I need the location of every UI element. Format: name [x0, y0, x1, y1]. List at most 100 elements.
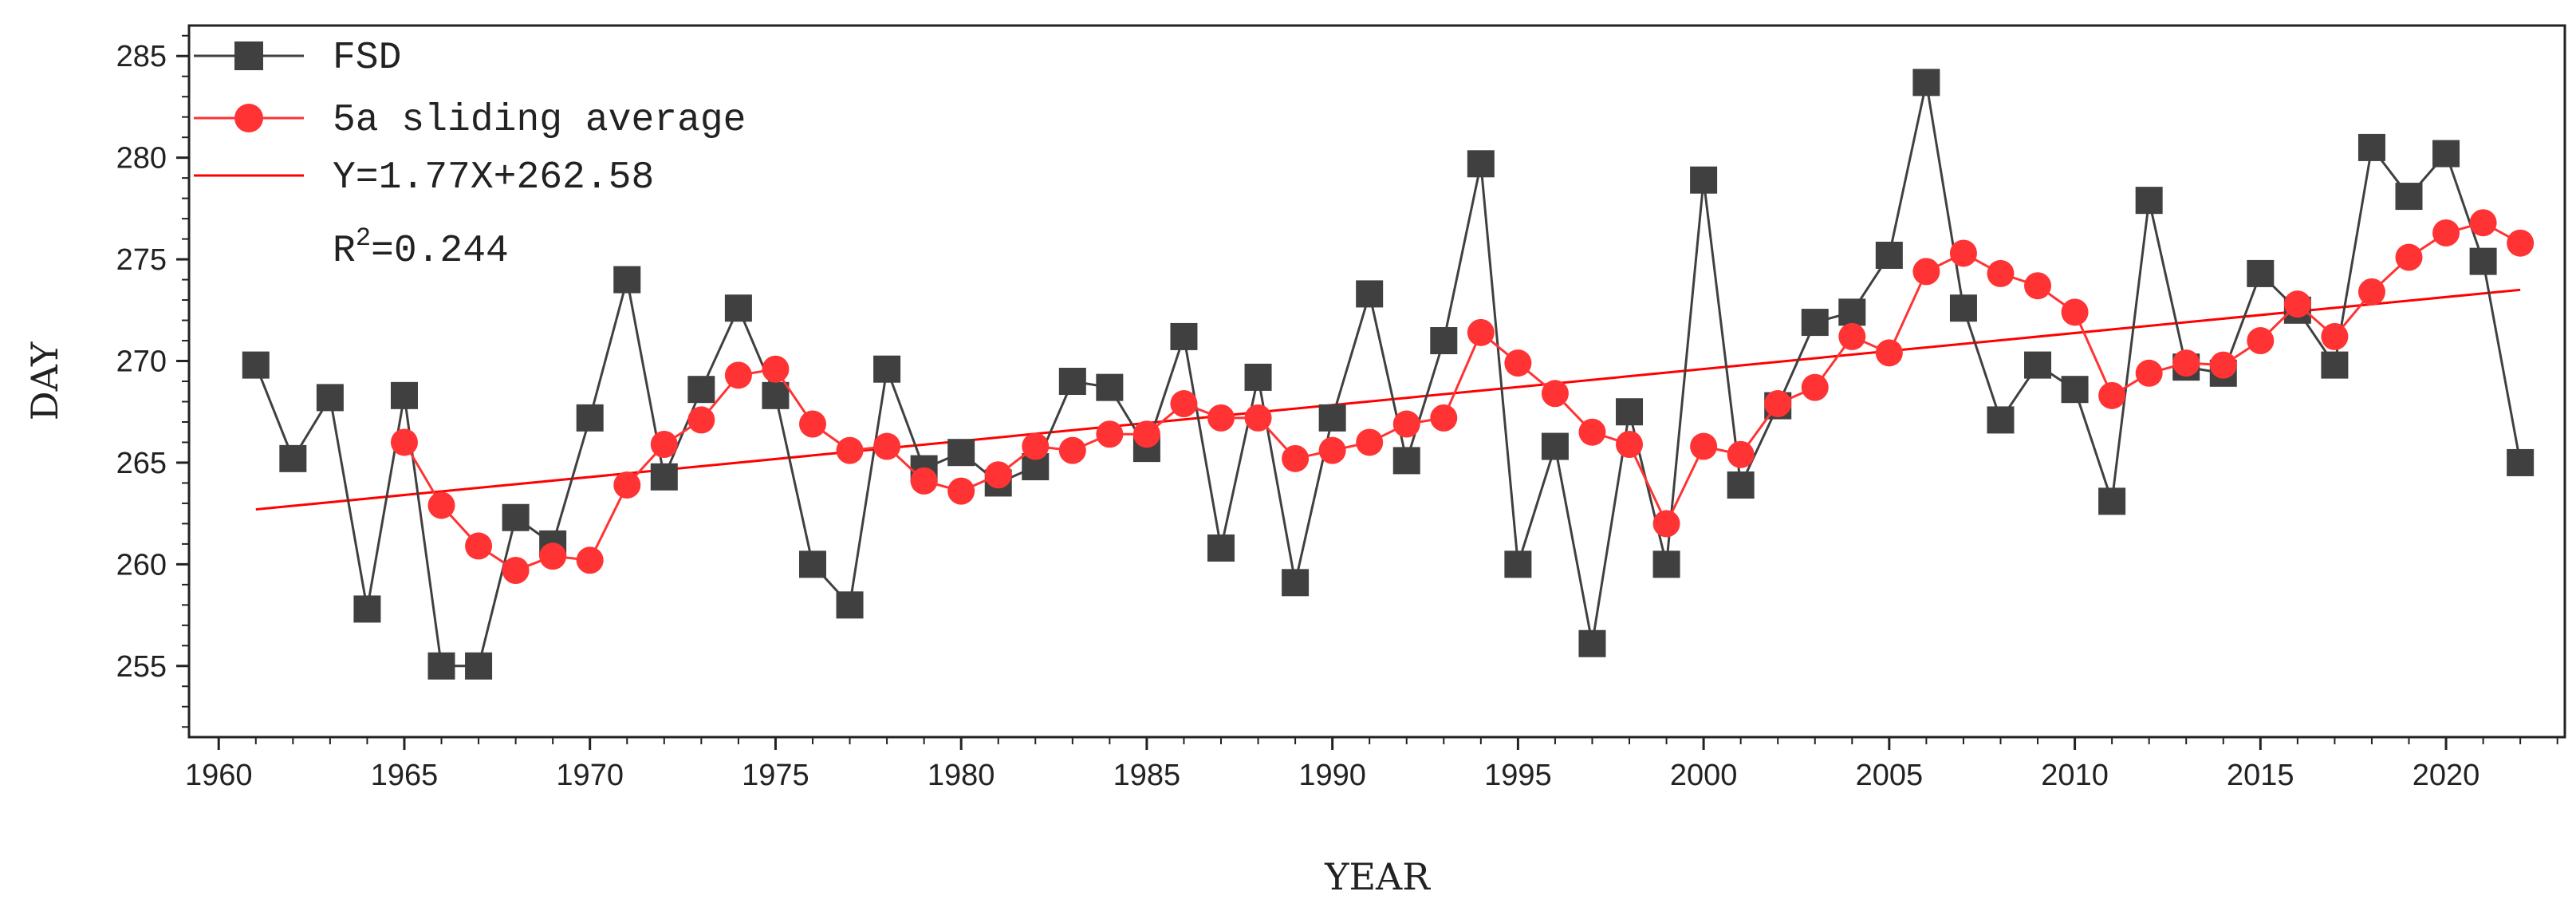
fsd-point-2007 [1949, 294, 1977, 322]
sliding-average-point-2016 [2283, 290, 2311, 318]
fsd-point-2004 [1838, 298, 1866, 326]
fsd-point-1971 [613, 266, 641, 294]
fsd-point-2001 [1727, 471, 1755, 499]
sliding-average-point-1983 [1058, 436, 1086, 464]
sliding-average-point-1973 [687, 406, 715, 434]
y-tick-label-270: 270 [116, 345, 167, 379]
fsd-point-1978 [873, 355, 901, 383]
fsd-line [254, 82, 2522, 668]
sliding-average-point-1971 [613, 471, 641, 499]
fsd-point-2008 [1987, 406, 2015, 434]
fsd-point-1968 [502, 503, 530, 531]
y-tick-label-285: 285 [116, 40, 167, 73]
x-axis: 1960 1965 1970 1975 1980 1985 1990 1995 2000 2005… [185, 737, 2558, 792]
fsd-point-2005 [1875, 241, 1903, 269]
fsd-point-1962 [279, 444, 307, 472]
fsd-point-1988 [1244, 363, 1272, 391]
fsd-point-2012 [2135, 187, 2163, 215]
fsd-point-1989 [1282, 569, 1310, 597]
fsd-point-2011 [2098, 487, 2126, 515]
x-tick-label-1985: 1985 [1113, 759, 1181, 792]
fsd-point-1996 [1541, 432, 1569, 460]
sliding-average-point-1992 [1392, 410, 1420, 438]
sliding-average-point-1982 [1022, 432, 1050, 460]
fsd-point-2022 [2507, 448, 2535, 476]
fsd-point-2017 [2321, 351, 2349, 379]
x-tick-label-1990: 1990 [1298, 759, 1366, 792]
fsd-point-1977 [836, 591, 864, 619]
sliding-average-point-2000 [1690, 432, 1718, 460]
legend-item-trend: Y=1.77X+262.58 [194, 156, 654, 199]
fsd-point-1983 [1058, 368, 1086, 395]
legend-fsd-marker [234, 41, 263, 70]
r-squared-superscript: 2 [356, 223, 371, 253]
sliding-average-point-1978 [873, 432, 901, 460]
y-tick-label-265: 265 [116, 447, 167, 480]
sliding-average-point-1995 [1504, 349, 1532, 377]
sliding-average-point-1988 [1244, 404, 1272, 432]
fsd-point-2009 [2024, 351, 2052, 379]
sliding-average-point-1981 [984, 461, 1012, 489]
r-squared-prefix: R [333, 230, 356, 273]
sliding-average-point-1998 [1616, 431, 1644, 459]
sliding-average-point-2009 [2024, 272, 2052, 300]
sliding-average-point-1975 [762, 355, 790, 383]
sliding-average-point-2005 [1875, 339, 1903, 367]
r-squared-annotation: R2=0.244 [333, 223, 509, 273]
sliding-average-point-1965 [390, 428, 418, 456]
sliding-average-point-1996 [1541, 380, 1569, 408]
fsd-point-2000 [1690, 166, 1718, 194]
fsd-point-1961 [242, 351, 270, 379]
x-tick-label-2020: 2020 [2413, 759, 2480, 792]
sliding-average-point-2018 [2357, 278, 2385, 306]
legend-avg-label: 5a sliding average [333, 99, 746, 142]
fsd-point-1973 [687, 376, 715, 404]
y-axis: 255 260 265 270 275 280 285 [116, 34, 189, 728]
fsd-point-1990 [1318, 404, 1346, 432]
fsd-point-2018 [2357, 133, 2385, 161]
fsd-point-2006 [1912, 69, 1940, 97]
fsd-point-1994 [1467, 150, 1495, 178]
sliding-average-point-1993 [1430, 404, 1458, 432]
fsd-point-1972 [650, 463, 678, 491]
x-tick-label-1965: 1965 [371, 759, 439, 792]
sliding-average-series [390, 209, 2535, 585]
sliding-average-point-1987 [1207, 404, 1235, 432]
fsd-point-2003 [1801, 309, 1829, 337]
sliding-average-point-2008 [1987, 259, 2015, 287]
fsd-point-1986 [1170, 322, 1198, 350]
fsd-series [242, 69, 2535, 680]
sliding-average-point-2012 [2135, 359, 2163, 387]
sliding-average-point-1972 [650, 431, 678, 459]
sliding-average-point-1969 [539, 542, 567, 570]
fsd-point-1974 [724, 294, 752, 322]
fsd-point-1970 [576, 404, 604, 432]
sliding-average-point-1994 [1467, 318, 1495, 346]
fsd-point-1963 [316, 384, 344, 412]
x-tick-label-2010: 2010 [2041, 759, 2109, 792]
sliding-average-point-2001 [1727, 440, 1755, 468]
fsd-point-1984 [1096, 373, 1124, 401]
sliding-average-point-2013 [2172, 349, 2200, 377]
sliding-average-point-2015 [2247, 327, 2275, 355]
fsd-point-1987 [1207, 534, 1235, 562]
sliding-average-point-2002 [1764, 390, 1792, 418]
sliding-average-point-2003 [1801, 373, 1829, 401]
sliding-average-point-1999 [1652, 510, 1680, 538]
sliding-average-point-1979 [910, 467, 938, 495]
fsd-point-1980 [947, 439, 975, 467]
sliding-average-point-2022 [2507, 229, 2535, 257]
r-squared-value: =0.244 [371, 230, 509, 273]
sliding-average-point-1990 [1318, 436, 1346, 464]
fsd-point-1965 [390, 381, 418, 409]
sliding-average-point-1984 [1096, 420, 1124, 448]
x-tick-label-1980: 1980 [928, 759, 995, 792]
y-tick-label-260: 260 [116, 548, 167, 582]
sliding-average-point-1966 [427, 491, 455, 519]
x-tick-label-2015: 2015 [2227, 759, 2294, 792]
y-tick-label-255: 255 [116, 650, 167, 684]
fsd-point-1995 [1504, 550, 1532, 578]
sliding-average-point-1985 [1132, 420, 1160, 448]
fsd-point-1976 [798, 550, 826, 578]
